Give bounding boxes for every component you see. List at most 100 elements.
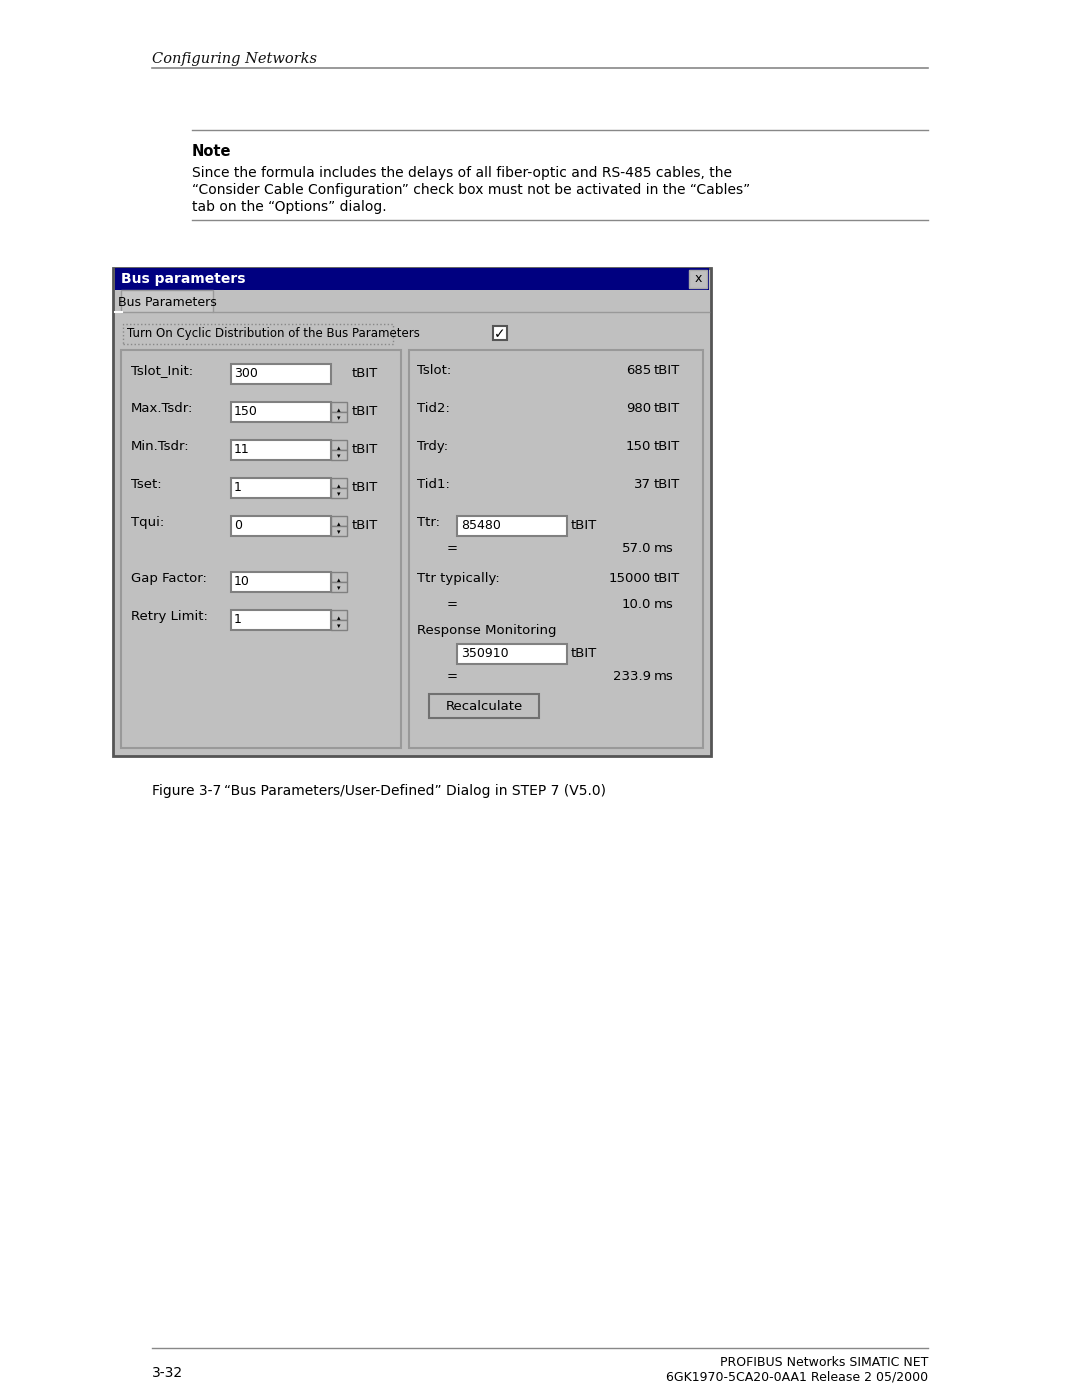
Bar	[330, 440, 347, 450]
Bar	[330, 515, 347, 527]
Text: Note: Note	[192, 144, 231, 159]
Text: Ttr:: Ttr:	[417, 515, 440, 529]
Text: ▾: ▾	[337, 490, 341, 497]
Text: PROFIBUS Networks SIMATIC NET: PROFIBUS Networks SIMATIC NET	[719, 1356, 928, 1369]
Text: tBIT: tBIT	[352, 443, 378, 455]
Text: Tslot:: Tslot:	[417, 365, 451, 377]
Text: tBIT: tBIT	[352, 520, 378, 532]
Text: Tqui:: Tqui:	[131, 515, 164, 529]
Text: 15000: 15000	[609, 571, 651, 585]
Text: 85480: 85480	[461, 520, 501, 532]
Text: 1: 1	[234, 613, 242, 626]
Text: tab on the “Options” dialog.: tab on the “Options” dialog.	[192, 200, 387, 214]
Text: Configuring Networks: Configuring Networks	[152, 52, 318, 66]
Text: tBIT: tBIT	[352, 367, 378, 380]
Text: 300: 300	[234, 367, 258, 380]
Text: 0: 0	[234, 520, 242, 532]
Text: tBIT: tBIT	[352, 405, 378, 418]
Text: Figure 3-7: Figure 3-7	[152, 784, 221, 798]
Bar	[114, 268, 708, 291]
Text: Ttr typically:: Ttr typically:	[417, 571, 500, 585]
Text: ✓: ✓	[494, 327, 505, 341]
Text: ▴: ▴	[337, 446, 341, 451]
Text: ▴: ▴	[337, 577, 341, 583]
Text: 350910: 350910	[461, 647, 509, 659]
Text: Gap Factor:: Gap Factor:	[131, 571, 207, 585]
Text: ▾: ▾	[337, 585, 341, 591]
Bar	[231, 515, 330, 536]
Bar	[330, 450, 347, 460]
Text: ▾: ▾	[337, 415, 341, 420]
Text: Bus Parameters: Bus Parameters	[118, 296, 216, 309]
Text: Max.Tsdr:: Max.Tsdr:	[131, 402, 193, 415]
Text: x: x	[694, 272, 702, 285]
Bar	[457, 515, 567, 536]
Text: 1: 1	[234, 481, 242, 495]
Text: “Bus Parameters/User-Defined” Dialog in STEP 7 (V5.0): “Bus Parameters/User-Defined” Dialog in …	[224, 784, 606, 798]
Text: ▴: ▴	[337, 615, 341, 622]
Bar	[231, 478, 330, 497]
Text: tBIT: tBIT	[352, 481, 378, 495]
Text: Turn On Cyclic Distribution of the Bus Parameters: Turn On Cyclic Distribution of the Bus P…	[127, 327, 420, 339]
Bar	[330, 402, 347, 412]
Bar	[330, 527, 347, 536]
Text: Bus parameters: Bus parameters	[121, 272, 245, 286]
Text: 10: 10	[234, 576, 249, 588]
Text: Tset:: Tset:	[131, 478, 162, 490]
Text: tBIT: tBIT	[571, 647, 597, 659]
Text: 10.0: 10.0	[622, 598, 651, 610]
Bar	[330, 583, 347, 592]
Text: Tslot_Init:: Tslot_Init:	[131, 365, 193, 377]
Text: 150: 150	[625, 440, 651, 453]
Text: ▴: ▴	[337, 521, 341, 527]
Bar	[429, 694, 539, 718]
Text: tBIT: tBIT	[571, 520, 597, 532]
Bar	[231, 571, 330, 592]
Text: =: =	[447, 671, 458, 683]
Text: Tid1:: Tid1:	[417, 478, 450, 490]
Bar	[231, 610, 330, 630]
Bar	[330, 571, 347, 583]
Text: 150: 150	[234, 405, 258, 418]
Bar	[330, 412, 347, 422]
Text: 980: 980	[626, 402, 651, 415]
Text: Response Monitoring: Response Monitoring	[417, 624, 556, 637]
Bar	[121, 291, 213, 312]
Text: Retry Limit:: Retry Limit:	[131, 610, 207, 623]
Text: ▴: ▴	[337, 483, 341, 489]
Text: ms: ms	[654, 671, 674, 683]
Text: tBIT: tBIT	[654, 402, 680, 415]
Text: Min.Tsdr:: Min.Tsdr:	[131, 440, 190, 453]
Text: =: =	[447, 598, 458, 610]
Text: 6GK1970-5CA20-0AA1 Release 2 05/2000: 6GK1970-5CA20-0AA1 Release 2 05/2000	[666, 1370, 928, 1383]
Text: 11: 11	[234, 443, 249, 455]
Text: ▾: ▾	[337, 453, 341, 460]
Text: Tid2:: Tid2:	[417, 402, 450, 415]
Bar	[689, 270, 707, 288]
Text: tBIT: tBIT	[654, 440, 680, 453]
Text: ▾: ▾	[337, 623, 341, 629]
Bar	[457, 644, 567, 664]
Text: ▾: ▾	[337, 529, 341, 535]
Text: 3-32: 3-32	[152, 1366, 184, 1380]
Text: ms: ms	[654, 598, 674, 610]
Text: Trdy:: Trdy:	[417, 440, 448, 453]
Bar	[492, 326, 507, 339]
Text: ▴: ▴	[337, 407, 341, 414]
Text: Since the formula includes the delays of all fiber-optic and RS-485 cables, the: Since the formula includes the delays of…	[192, 166, 732, 180]
Text: 685: 685	[625, 365, 651, 377]
Text: Recalculate: Recalculate	[445, 700, 523, 714]
Text: =: =	[447, 542, 458, 555]
Text: tBIT: tBIT	[654, 571, 680, 585]
Bar	[330, 488, 347, 497]
Bar	[330, 620, 347, 630]
Bar	[409, 351, 703, 747]
Bar	[231, 402, 330, 422]
Bar	[231, 365, 330, 384]
Text: ms: ms	[654, 542, 674, 555]
Bar	[231, 440, 330, 460]
Text: tBIT: tBIT	[654, 478, 680, 490]
Bar	[121, 351, 401, 747]
Text: tBIT: tBIT	[654, 365, 680, 377]
Bar	[113, 268, 711, 756]
